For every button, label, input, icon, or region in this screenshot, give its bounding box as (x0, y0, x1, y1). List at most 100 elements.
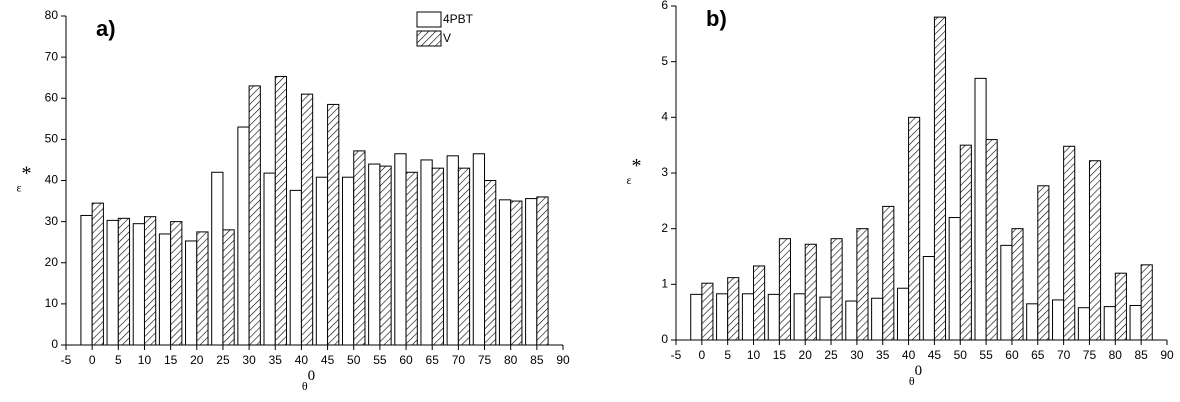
y-tick-label: 2 (661, 221, 668, 235)
bar (690, 293, 703, 341)
bar (985, 139, 998, 341)
y-tick-label: 60 (45, 90, 59, 104)
bar (1000, 244, 1013, 341)
x-tick-label: 55 (373, 353, 387, 367)
x-tick-label: 80 (1109, 348, 1123, 362)
bar (741, 293, 755, 341)
bar (379, 165, 392, 346)
y-tick-label: 80 (45, 8, 59, 22)
x-tick-label: 90 (556, 353, 570, 367)
x-tick-label: 65 (426, 353, 440, 367)
x-tick-label: 15 (164, 353, 178, 367)
y-axis-label: ε* (626, 155, 641, 187)
bar (315, 176, 329, 346)
x-axis-label: θ0 (909, 363, 922, 387)
x-tick-label: 35 (876, 348, 890, 362)
x-tick-label: 75 (1083, 348, 1097, 362)
y-tick-label: 0 (661, 332, 668, 346)
bar (498, 199, 512, 346)
y-axis-label: ε* (16, 162, 31, 194)
bar (368, 163, 381, 346)
y-tick-label: 3 (661, 165, 668, 179)
x-tick-label: 30 (242, 353, 256, 367)
x-tick-label: 10 (747, 348, 761, 362)
bar (948, 217, 961, 341)
bar (1026, 303, 1039, 341)
x-tick-label: 10 (138, 353, 152, 367)
bar (804, 243, 817, 341)
bar (263, 172, 276, 346)
bar (394, 153, 407, 346)
bar (716, 293, 729, 341)
x-tick-label: 80 (504, 353, 518, 367)
x-tick-label: -5 (61, 353, 72, 367)
x-tick-label: 45 (928, 348, 942, 362)
x-axis-label-sup: 0 (308, 368, 316, 384)
x-tick-label: 40 (902, 348, 916, 362)
x-tick-label: 25 (216, 353, 230, 367)
bar (830, 238, 843, 341)
x-tick-label: 0 (698, 348, 705, 362)
bar (91, 202, 104, 346)
x-tick-label: -5 (671, 348, 682, 362)
bar (974, 77, 987, 341)
x-axis-label-base: θ (302, 379, 308, 393)
x-tick-label: 40 (295, 353, 309, 367)
x-tick-label: 25 (824, 348, 838, 362)
bar (536, 196, 549, 346)
bar (327, 103, 340, 346)
bar (274, 75, 288, 346)
y-tick-label: 10 (45, 296, 59, 310)
bar (170, 221, 183, 346)
x-tick-label: 50 (347, 353, 361, 367)
panel-label: b) (706, 6, 727, 31)
bar (472, 153, 486, 346)
y-tick-label: 50 (45, 132, 59, 146)
y-axis-label-sup: * (632, 155, 642, 177)
bar (341, 176, 355, 346)
bar (300, 93, 314, 346)
bar (1011, 228, 1024, 341)
x-tick-label: 90 (1160, 348, 1174, 362)
y-tick-label: 30 (45, 214, 59, 228)
bar (525, 198, 538, 346)
bar (778, 238, 791, 341)
bar (457, 167, 471, 346)
x-tick-label: 85 (530, 353, 544, 367)
bar (1088, 160, 1102, 341)
bar (405, 171, 418, 346)
x-tick-label: 85 (1134, 348, 1148, 362)
legend-label: V (443, 31, 451, 45)
bar (871, 297, 884, 341)
bar (237, 126, 250, 346)
x-tick-label: 60 (399, 353, 413, 367)
y-tick-label: 6 (661, 0, 668, 12)
y-tick-label: 40 (45, 173, 59, 187)
legend-swatch (416, 11, 442, 28)
bar (819, 296, 832, 341)
bar (289, 189, 302, 346)
bar (1052, 299, 1065, 341)
bar (1037, 185, 1050, 341)
bar (767, 293, 780, 341)
bar (484, 180, 497, 346)
x-tick-label: 50 (954, 348, 968, 362)
bar (1063, 145, 1076, 341)
bar (1077, 307, 1090, 341)
x-tick-label: 5 (724, 348, 731, 362)
x-axis-label-sup: 0 (915, 363, 923, 379)
x-tick-label: 60 (1005, 348, 1019, 362)
y-tick-label: 0 (51, 337, 58, 351)
bar (908, 116, 921, 341)
x-tick-label: 30 (850, 348, 864, 362)
bar (431, 167, 444, 346)
bar (1114, 272, 1127, 341)
bar (793, 293, 806, 341)
bar (117, 217, 131, 346)
bar (248, 85, 261, 346)
y-axis-label-sup: * (22, 162, 32, 184)
bar (80, 214, 93, 346)
bar (701, 282, 714, 341)
bar (353, 150, 366, 346)
